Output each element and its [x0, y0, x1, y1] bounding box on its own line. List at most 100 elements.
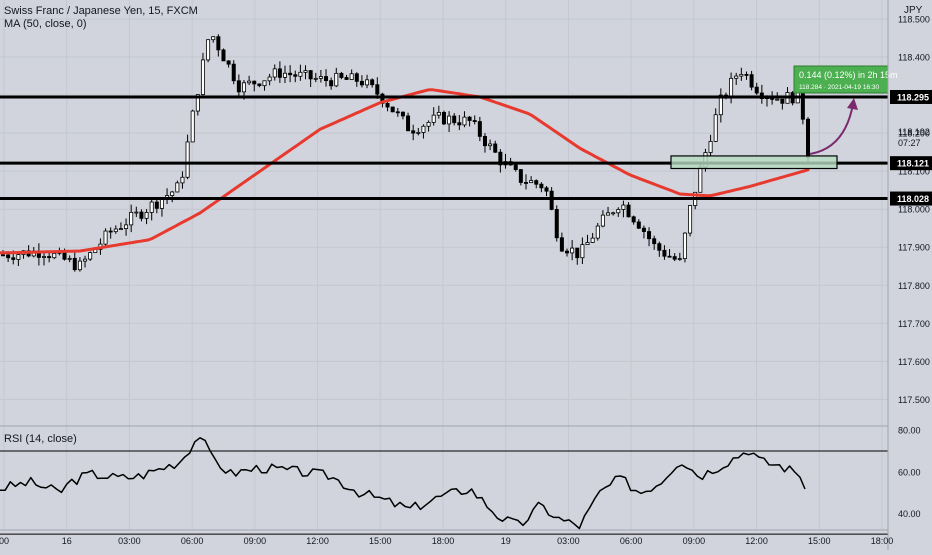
time-tick-label: 16	[62, 536, 72, 546]
candle-body	[129, 211, 134, 226]
candle-body	[83, 258, 88, 262]
time-tick-label: 00	[0, 536, 9, 546]
grid-lines	[0, 0, 888, 531]
candle-body	[729, 77, 734, 97]
candle-body	[467, 116, 472, 121]
candle-body	[139, 211, 144, 219]
candle-body	[431, 114, 436, 123]
candle-body	[488, 143, 493, 147]
candle-body	[749, 74, 754, 88]
candle-body	[518, 169, 523, 183]
candle-body	[580, 244, 585, 259]
candle-body	[375, 84, 380, 95]
candle-body	[370, 79, 375, 86]
candle-body	[72, 257, 77, 271]
candle-body	[144, 212, 149, 219]
rsi-axis[interactable]: 80.00 60.00 40.00	[898, 426, 921, 519]
measure-detail-text: 118.284 · 2021-04-19 16:30	[799, 84, 879, 91]
projection-arrow-head	[847, 98, 858, 110]
candle-body	[385, 102, 390, 108]
candle-body	[231, 63, 236, 82]
candle-body	[739, 73, 744, 77]
candle-body	[103, 230, 108, 245]
candle-body	[436, 112, 441, 116]
time-tick-label: 03:00	[118, 536, 141, 546]
candle-body	[652, 238, 657, 245]
candle-body	[677, 258, 682, 261]
candle-body	[149, 201, 154, 213]
candle-body	[606, 212, 611, 216]
price-tick-label: 118.100	[898, 167, 930, 177]
candle-body	[6, 254, 11, 259]
candle-body	[575, 247, 580, 259]
candle-body	[298, 71, 303, 77]
measure-annotation[interactable]: 0.144 (0.12%) in 2h 15m 118.284 · 2021-0…	[793, 65, 898, 94]
candle-body	[544, 187, 549, 192]
chart-title[interactable]: Swiss Franc / Japanese Yen, 15, FXCM	[4, 5, 198, 17]
price-tick-label: 118.200	[898, 129, 930, 139]
rsi-levels	[0, 450, 888, 535]
candle-body	[303, 70, 308, 73]
candle-body	[400, 111, 405, 117]
candle-body	[590, 237, 595, 243]
candle-body	[539, 183, 544, 189]
time-tick-label: 06:00	[620, 536, 643, 546]
candle-body	[585, 242, 590, 246]
candle-body	[390, 106, 395, 113]
ma-legend[interactable]: MA (50, close, 0)	[4, 18, 87, 30]
candle-body	[636, 221, 641, 229]
rsi-legend[interactable]: RSI (14, close)	[4, 433, 77, 445]
candle-body	[754, 86, 759, 94]
candle-body	[241, 82, 246, 93]
candle-body	[339, 72, 344, 78]
candle-body	[780, 98, 785, 104]
candle-body	[77, 260, 82, 271]
candle-body	[744, 73, 749, 76]
support-zone-rectangle[interactable]	[670, 155, 838, 170]
candle-body	[631, 216, 636, 223]
candle-body	[175, 182, 180, 193]
current-price-label: 118.192	[898, 127, 930, 137]
candle-body	[134, 211, 139, 214]
time-tick-label: 09:00	[244, 536, 267, 546]
candle-body	[447, 115, 452, 125]
candle-body	[206, 39, 211, 61]
candle-body	[421, 125, 426, 133]
candle-body	[52, 252, 57, 259]
time-tick-label: 06:00	[181, 536, 204, 546]
price-tick-label: 117.600	[898, 357, 930, 367]
candle-body	[180, 176, 185, 184]
candle-body	[216, 36, 221, 51]
candle-body	[359, 80, 364, 86]
candle-body	[457, 122, 462, 126]
candle-body	[67, 257, 72, 260]
candle-body	[462, 116, 467, 126]
candle-body	[349, 73, 354, 80]
candle-body	[708, 140, 713, 153]
time-axis[interactable]: 00 16 03:00 06:00 09:00 12:00 15:00 18:00 19 03:0…	[0, 536, 893, 546]
candles-layer[interactable]	[0, 34, 811, 272]
time-tick-label: 18:00	[432, 536, 455, 546]
candle-body	[329, 80, 334, 87]
currency-label: JPY	[904, 5, 923, 16]
candle-body	[626, 204, 631, 218]
candle-body	[221, 49, 226, 62]
candle-body	[595, 225, 600, 239]
candle-body	[308, 70, 313, 80]
price-tick-label: 118.400	[898, 53, 930, 63]
candle-body	[262, 80, 267, 87]
rsi-line	[0, 437, 806, 530]
candle-body	[806, 118, 811, 158]
candle-body	[600, 214, 605, 227]
rsi-tick-label: 80.00	[898, 426, 921, 436]
level-price-tag-label: 118.028	[897, 194, 929, 204]
candle-body	[406, 115, 411, 132]
candle-body	[236, 80, 241, 93]
projection-arrow[interactable]	[809, 103, 854, 155]
candle-body	[118, 228, 123, 230]
candle-body	[565, 250, 570, 254]
time-tick-label: 15:00	[369, 536, 392, 546]
